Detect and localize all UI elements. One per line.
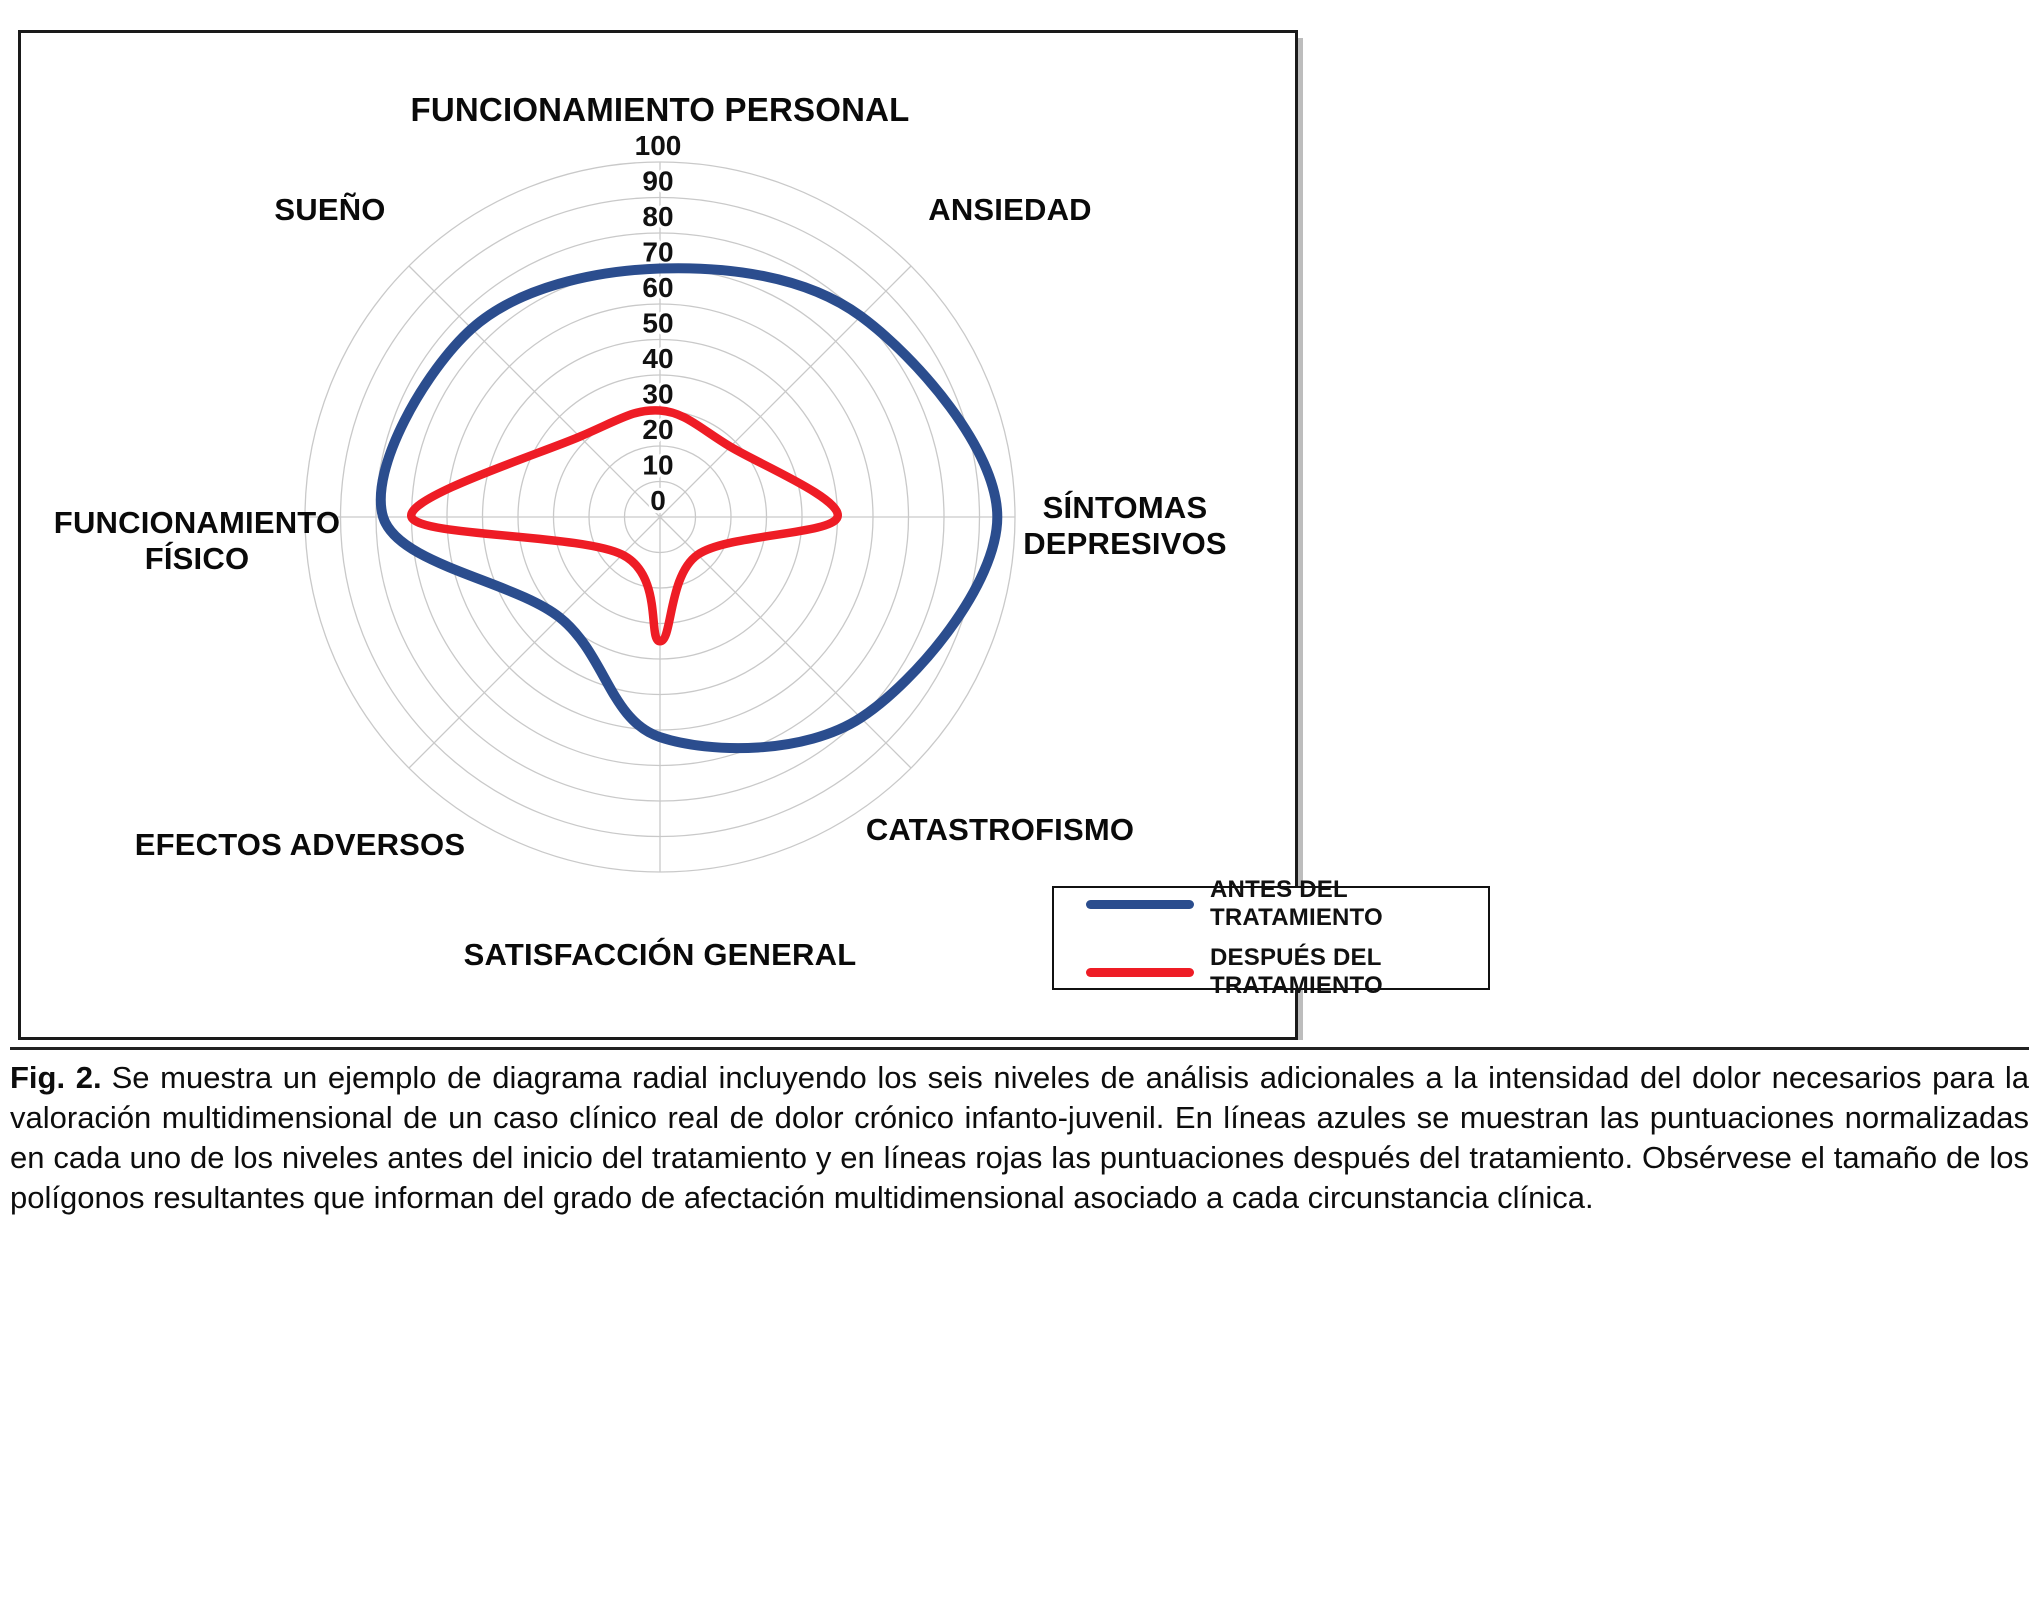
svg-text:80: 80 [642, 201, 673, 232]
legend-label-despues: DESPUÉS DEL TRATAMIENTO [1210, 944, 1383, 999]
figure-number: Fig. 2. [10, 1060, 102, 1095]
series-line-despues [407, 406, 842, 646]
svg-text:30: 30 [642, 379, 673, 410]
legend-item-antes: ANTES DEL TRATAMIENTO [1086, 876, 1488, 932]
svg-text:40: 40 [642, 343, 673, 374]
svg-text:70: 70 [642, 237, 673, 268]
caption-text: Se muestra un ejemplo de diagrama radial… [10, 1060, 2029, 1215]
axis-label-ansiedad: ANSIEDAD [928, 192, 1092, 227]
svg-text:10: 10 [642, 450, 673, 481]
axis-label-efectos-adversos: EFECTOS ADVERSOS [134, 827, 466, 862]
svg-text:50: 50 [642, 308, 673, 339]
svg-text:0: 0 [650, 485, 666, 516]
legend-line-antes-icon [1086, 899, 1194, 909]
legend: ANTES DEL TRATAMIENTO DESPUÉS DEL TRATAM… [1052, 876, 1490, 999]
axis-label-funcionamiento-personal: FUNCIONAMIENTO PERSONAL [410, 91, 910, 128]
legend-item-despues: DESPUÉS DEL TRATAMIENTO [1086, 944, 1488, 1000]
legend-label-antes: ANTES DEL TRATAMIENTO [1210, 876, 1383, 931]
figure-caption: Fig. 2. Se muestra un ejemplo de diagrama… [10, 1058, 2029, 1218]
svg-text:60: 60 [642, 272, 673, 303]
legend-line-despues-icon [1086, 967, 1194, 977]
axis-label-sueno: SUEÑO [274, 192, 386, 227]
figure-frame: 0 10 20 30 40 50 60 70 80 90 100 FUNCIONAMIENTO PE… [18, 30, 1298, 1040]
radial-tick-labels: 0 10 20 30 40 50 60 70 80 90 100 [632, 127, 685, 519]
radar-chart: 0 10 20 30 40 50 60 70 80 90 100 [304, 127, 1016, 873]
series-line-antes [375, 263, 1003, 754]
axis-label-funcionamiento-fisico: FUNCIONAMIENTO FÍSICO [53, 505, 341, 576]
svg-text:90: 90 [642, 166, 673, 197]
axis-label-catastrofismo: CATASTROFISMO [865, 812, 1135, 847]
axis-label-satisfaccion-general: SATISFACCIÓN GENERAL [463, 937, 857, 972]
caption-divider [10, 1047, 2029, 1050]
axis-label-sintomas-depresivos: SÍNTOMAS DEPRESIVOS [1023, 490, 1227, 561]
svg-text:100: 100 [635, 130, 682, 161]
svg-text:20: 20 [642, 414, 673, 445]
